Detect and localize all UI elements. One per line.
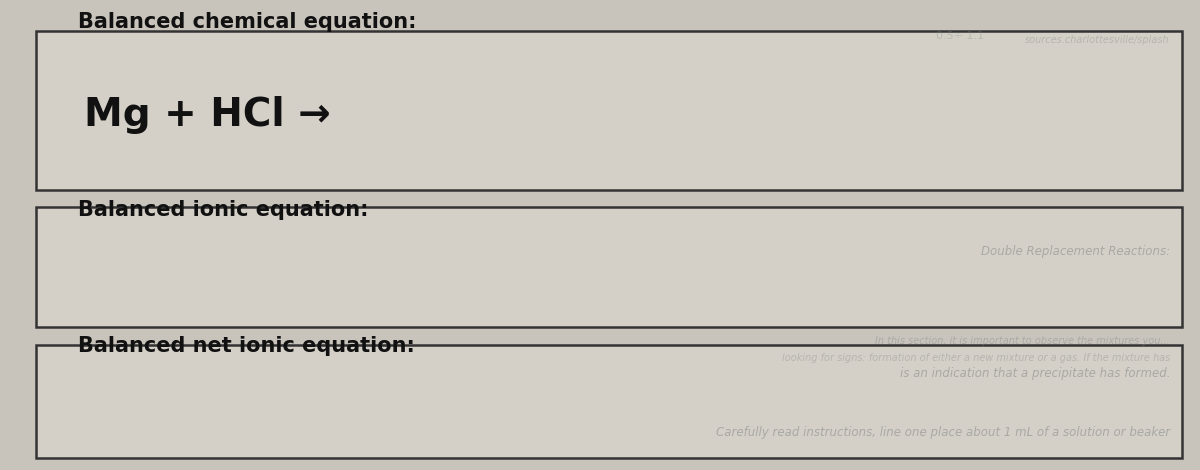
Text: Carefully read instructions, line one place about 1 mL of a solution or beaker: Carefully read instructions, line one pl… bbox=[715, 426, 1170, 439]
FancyBboxPatch shape bbox=[36, 207, 1182, 327]
Text: is an indication that a precipitate has formed.: is an indication that a precipitate has … bbox=[900, 367, 1170, 380]
Text: sources.charlottesville/splash: sources.charlottesville/splash bbox=[1025, 35, 1170, 45]
Text: Balanced ionic equation:: Balanced ionic equation: bbox=[78, 200, 368, 220]
Text: Double Replacement Reactions:: Double Replacement Reactions: bbox=[980, 245, 1170, 258]
FancyBboxPatch shape bbox=[36, 345, 1182, 458]
Text: Mg + HCl →: Mg + HCl → bbox=[84, 96, 331, 134]
Text: 0.5÷ 1.1: 0.5÷ 1.1 bbox=[936, 31, 984, 40]
Text: Balanced chemical equation:: Balanced chemical equation: bbox=[78, 12, 416, 32]
Text: In this section, it is important to observe the mixtures you...: In this section, it is important to obse… bbox=[875, 336, 1170, 346]
Text: Balanced net ionic equation:: Balanced net ionic equation: bbox=[78, 336, 415, 356]
Text: looking for signs: formation of either a new mixture or a gas. If the mixture ha: looking for signs: formation of either a… bbox=[781, 353, 1170, 363]
FancyBboxPatch shape bbox=[36, 31, 1182, 190]
